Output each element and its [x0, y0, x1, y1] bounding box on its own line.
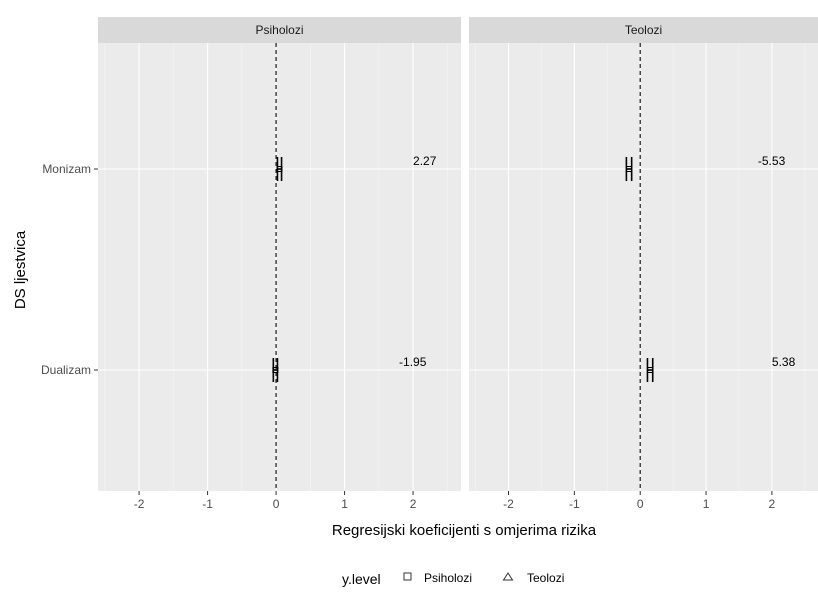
y-axis-title: DS ljestvica	[12, 230, 29, 309]
panel-psiholozi: Psiholozi -2 -1 0 1 2 2.27 -1.95	[98, 17, 461, 511]
x-tick-label: 0	[273, 497, 280, 511]
legend-title: y.level	[342, 571, 381, 587]
error-bar-monizam	[625, 157, 633, 181]
data-label: 2.27	[413, 154, 437, 168]
point-estimate	[647, 367, 654, 373]
error-bar-monizam	[276, 157, 283, 181]
point-estimate	[272, 367, 279, 373]
legend-item-teolozi: Teolozi	[527, 571, 564, 585]
x-tick-label: 1	[703, 497, 710, 511]
x-tick-label: 0	[637, 497, 644, 511]
x-tick-label: -2	[503, 497, 514, 511]
point-estimate	[276, 166, 283, 172]
x-tick-label: -2	[134, 497, 145, 511]
data-label: 5.38	[772, 355, 796, 369]
x-tick-label: -1	[202, 497, 213, 511]
x-tick-label: 2	[410, 497, 417, 511]
y-tick-label: Monizam	[42, 162, 91, 176]
facet-strip	[469, 17, 818, 43]
point-estimate	[626, 166, 633, 172]
error-bar-dualizam	[646, 358, 654, 382]
panel-background	[469, 43, 818, 491]
x-tick-label: 2	[769, 497, 776, 511]
legend: y.level Psiholozi Teolozi	[342, 571, 564, 587]
data-label: -1.95	[399, 355, 427, 369]
legend-square-icon	[403, 572, 412, 581]
x-tick-label: -1	[569, 497, 580, 511]
legend-item-psiholozi: Psiholozi	[424, 571, 472, 585]
x-axis-title: Regresijski koeficijenti s omjerima rizi…	[332, 522, 597, 539]
panel-teolozi: Teolozi -2 -1 0 1 2 -5.53 5.38	[469, 17, 818, 511]
y-axis: Monizam Dualizam	[41, 162, 98, 377]
facet-strip-label: Psiholozi	[255, 23, 303, 37]
data-label: -5.53	[758, 154, 786, 168]
panel-background	[98, 43, 461, 491]
facet-strip	[98, 17, 461, 43]
facet-strip-label: Teolozi	[625, 23, 662, 37]
legend-triangle-icon	[502, 572, 514, 581]
error-bar-dualizam	[272, 358, 279, 382]
x-tick-label: 1	[341, 497, 348, 511]
y-tick-label: Dualizam	[41, 363, 91, 377]
